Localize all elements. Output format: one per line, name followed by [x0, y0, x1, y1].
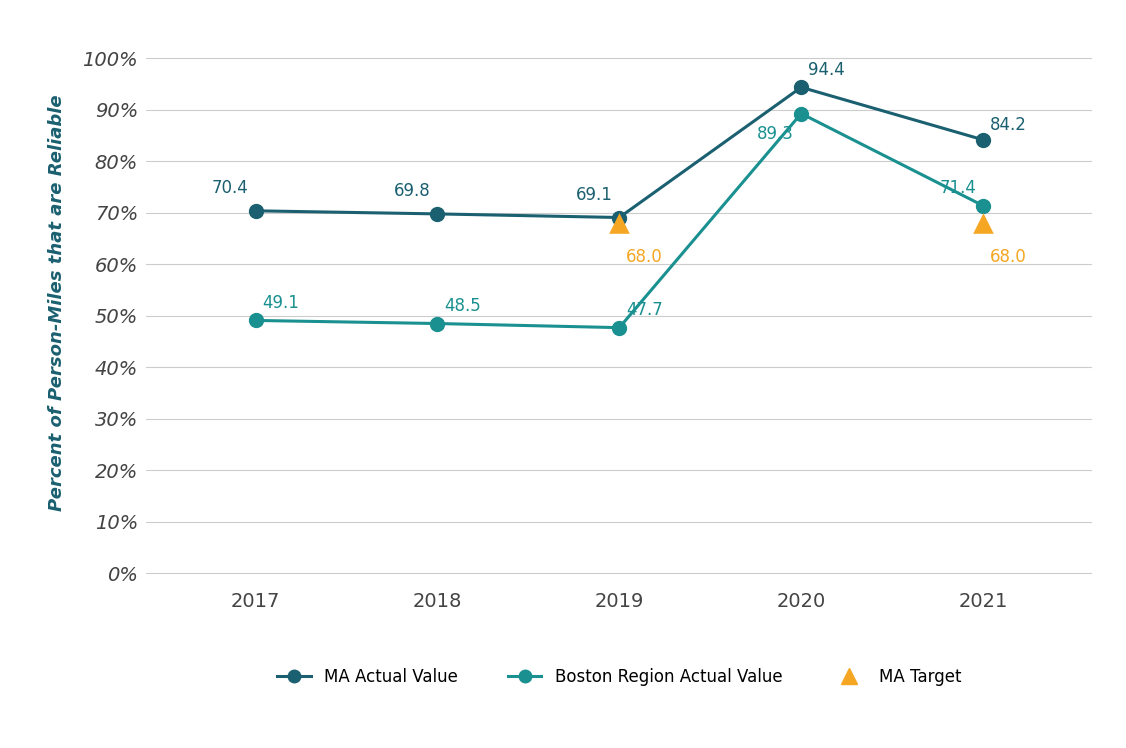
Text: 49.1: 49.1	[262, 294, 300, 312]
Y-axis label: Percent of Person-Miles that are Reliable: Percent of Person-Miles that are Reliabl…	[47, 95, 65, 511]
Text: 48.5: 48.5	[445, 297, 481, 315]
Text: 71.4: 71.4	[939, 180, 976, 197]
Text: 89.3: 89.3	[758, 125, 794, 143]
Text: 68.0: 68.0	[626, 248, 663, 266]
Point	[974, 217, 992, 229]
Point	[610, 217, 628, 229]
Text: 69.1: 69.1	[575, 186, 613, 203]
Text: 47.7: 47.7	[626, 301, 663, 319]
Text: 94.4: 94.4	[808, 61, 844, 79]
Text: 68.0: 68.0	[990, 248, 1027, 266]
Text: 84.2: 84.2	[990, 116, 1027, 134]
Text: 69.8: 69.8	[394, 182, 430, 200]
Text: 70.4: 70.4	[212, 179, 249, 197]
Legend: MA Actual Value, Boston Region Actual Value, MA Target: MA Actual Value, Boston Region Actual Va…	[270, 661, 968, 693]
